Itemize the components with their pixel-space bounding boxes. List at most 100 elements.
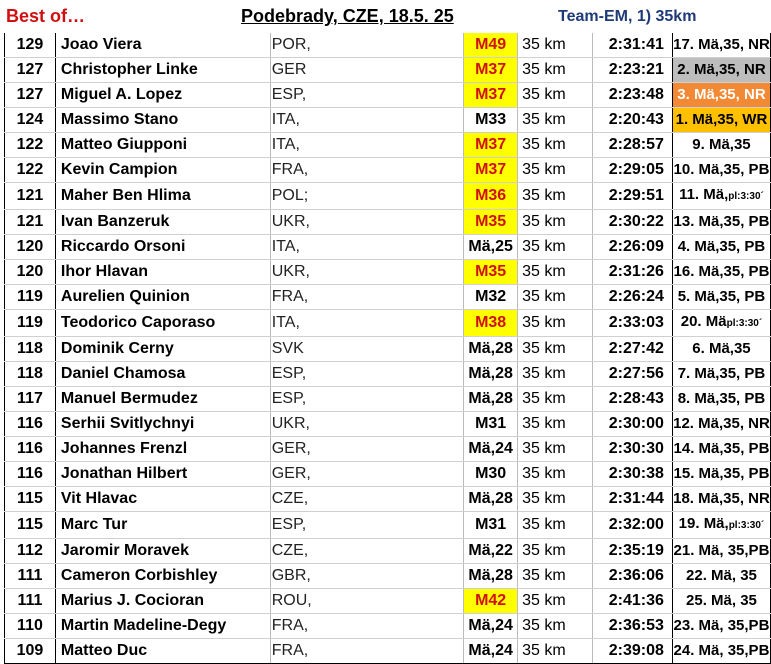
category-cell: M37: [463, 132, 519, 158]
distance-cell: 35 km: [517, 511, 593, 539]
athlete-name-cell: Maher Ben Hlima: [55, 182, 271, 210]
athlete-name-cell: Joao Viera: [55, 33, 271, 58]
score-cell: 118: [4, 361, 56, 387]
time-cell: 2:33:03: [592, 309, 673, 337]
nation-cell: GER: [270, 57, 464, 83]
athlete-name-cell: Dominik Cerny: [55, 336, 271, 362]
category-cell: M37: [463, 82, 519, 108]
category-cell: Mä,22: [463, 538, 519, 564]
placing-note-text: 25. Mä, 35: [686, 592, 757, 609]
score-cell: 121: [4, 209, 56, 235]
time-cell: 2:39:08: [592, 638, 673, 664]
score-cell: 129: [4, 33, 56, 58]
score-cell: 115: [4, 511, 56, 539]
category-cell: Mä,24: [463, 436, 519, 462]
score-cell: 115: [4, 486, 56, 512]
placing-note-text: 24. Mä, 35,PB: [673, 642, 770, 659]
placing-note-text: 11. Mä,: [679, 186, 729, 203]
athlete-name-cell: Ihor Hlavan: [55, 259, 271, 285]
score-cell: 109: [4, 638, 56, 664]
athlete-name-cell: Marius J. Cocioran: [55, 588, 271, 614]
placing-note-cell: 24. Mä, 35,PB: [672, 638, 771, 664]
table-row: 111 Marius J. Cocioran ROU, M42 35 km 2:41:36…: [4, 588, 771, 614]
nation-cell: FRA,: [270, 284, 464, 310]
table-row: 121 Maher Ben Hlima POL; M36 35 km 2:29:51 11.…: [4, 182, 771, 210]
placing-note-text: 20. Mä: [680, 313, 727, 330]
distance-cell: 35 km: [517, 259, 593, 285]
time-cell: 2:29:05: [592, 157, 673, 183]
score-cell: 110: [4, 613, 56, 639]
table-row: 127 Christopher Linke GER M37 35 km 2:23:21 2.…: [4, 57, 771, 83]
pace-limit-note: pl:3:30´: [728, 191, 764, 202]
distance-cell: 35 km: [517, 436, 593, 462]
nation-cell: ESP,: [270, 511, 464, 539]
placing-note-text: 17. Mä,35, NR: [673, 36, 770, 53]
distance-cell: 35 km: [517, 461, 593, 487]
time-cell: 2:30:30: [592, 436, 673, 462]
score-cell: 111: [4, 563, 56, 589]
nation-cell: CZE,: [270, 486, 464, 512]
distance-cell: 35 km: [517, 538, 593, 564]
distance-cell: 35 km: [517, 82, 593, 108]
pace-limit-note: pl:3:30´: [728, 520, 765, 531]
placing-note-text: 13. Mä,35, PB: [673, 213, 770, 230]
score-cell: 118: [4, 336, 56, 362]
placing-note-cell: 17. Mä,35, NR: [672, 33, 771, 58]
nation-cell: ITA,: [270, 107, 464, 133]
score-cell: 124: [4, 107, 56, 133]
score-cell: 117: [4, 386, 56, 412]
nation-cell: FRA,: [270, 638, 464, 664]
placing-note-cell: 21. Mä, 35,PB: [672, 538, 771, 564]
score-cell: 116: [4, 461, 56, 487]
category-cell: Mä,25: [463, 234, 519, 260]
placing-note-cell: 12. Mä,35, NR: [672, 411, 771, 437]
placing-note-text: 3. Mä,35, NR: [677, 86, 766, 103]
distance-cell: 35 km: [517, 284, 593, 310]
placing-note-cell: 18. Mä,35, NR: [672, 486, 771, 512]
table-row: 109 Matteo Duc FRA, Mä,24 35 km 2:39:08 24. Mä…: [4, 638, 771, 664]
placing-note-cell: 2. Mä,35, NR: [672, 57, 771, 83]
time-cell: 2:26:09: [592, 234, 673, 260]
placing-note-text: 1. Mä,35, WR: [675, 111, 768, 128]
placing-note-cell: 7. Mä,35, PB: [672, 361, 771, 387]
placing-note-text: 6. Mä,35: [692, 340, 751, 357]
athlete-name-cell: Cameron Corbishley: [55, 563, 271, 589]
table-row: 119 Teodorico Caporaso ITA, M38 35 km 2:33:03…: [4, 309, 771, 337]
athlete-name-cell: Riccardo Orsoni: [55, 234, 271, 260]
placing-note-text: 5. Mä,35, PB: [677, 288, 766, 305]
placing-note-cell: 23. Mä, 35,PB: [672, 613, 771, 639]
placing-note-cell: 9. Mä,35: [672, 132, 771, 158]
placing-note-cell: 3. Mä,35, NR: [672, 82, 771, 108]
pace-limit-note: pl:3:30´: [726, 318, 763, 329]
placing-note-cell: 22. Mä, 35: [672, 563, 771, 589]
placing-note-cell: 19. Mä,pl:3:30´: [672, 511, 771, 539]
distance-cell: 35 km: [517, 209, 593, 235]
placing-note-text: 18. Mä,35, NR: [673, 490, 770, 507]
placing-note-text: 7. Mä,35, PB: [677, 365, 766, 382]
category-cell: Mä,28: [463, 336, 519, 362]
distance-cell: 35 km: [517, 309, 593, 337]
score-cell: 122: [4, 132, 56, 158]
time-cell: 2:31:44: [592, 486, 673, 512]
nation-cell: POL;: [270, 182, 464, 210]
category-cell: M31: [463, 411, 519, 437]
nation-cell: ROU,: [270, 588, 464, 614]
category-cell: M32: [463, 284, 519, 310]
category-cell: M37: [463, 157, 519, 183]
category-cell: M31: [463, 511, 519, 539]
time-cell: 2:35:19: [592, 538, 673, 564]
table-row: 121 Ivan Banzeruk UKR, M35 35 km 2:30:22 13. M…: [4, 209, 771, 235]
time-cell: 2:23:48: [592, 82, 673, 108]
distance-cell: 35 km: [517, 411, 593, 437]
distance-cell: 35 km: [517, 361, 593, 387]
placing-note-cell: 10. Mä,35, PB: [672, 157, 771, 183]
placing-note-cell: 4. Mä,35, PB: [672, 234, 771, 260]
table-row: 120 Ihor Hlavan UKR, M35 35 km 2:31:26 16. Mä,…: [4, 259, 771, 285]
time-cell: 2:31:41: [592, 33, 673, 58]
athlete-name-cell: Daniel Chamosa: [55, 361, 271, 387]
category-cell: M35: [463, 259, 519, 285]
athlete-name-cell: Matteo Duc: [55, 638, 271, 664]
placing-note-cell: 16. Mä,35, PB: [672, 259, 771, 285]
time-cell: 2:29:51: [592, 182, 673, 210]
category-cell: M30: [463, 461, 519, 487]
